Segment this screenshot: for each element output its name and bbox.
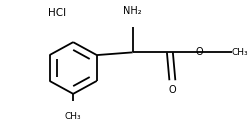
Text: O: O [195,47,203,57]
Text: NH₂: NH₂ [123,6,142,16]
Text: O: O [169,85,176,95]
Text: CH₃: CH₃ [231,48,248,57]
Text: HCl: HCl [48,8,66,18]
Text: CH₃: CH₃ [65,112,82,121]
